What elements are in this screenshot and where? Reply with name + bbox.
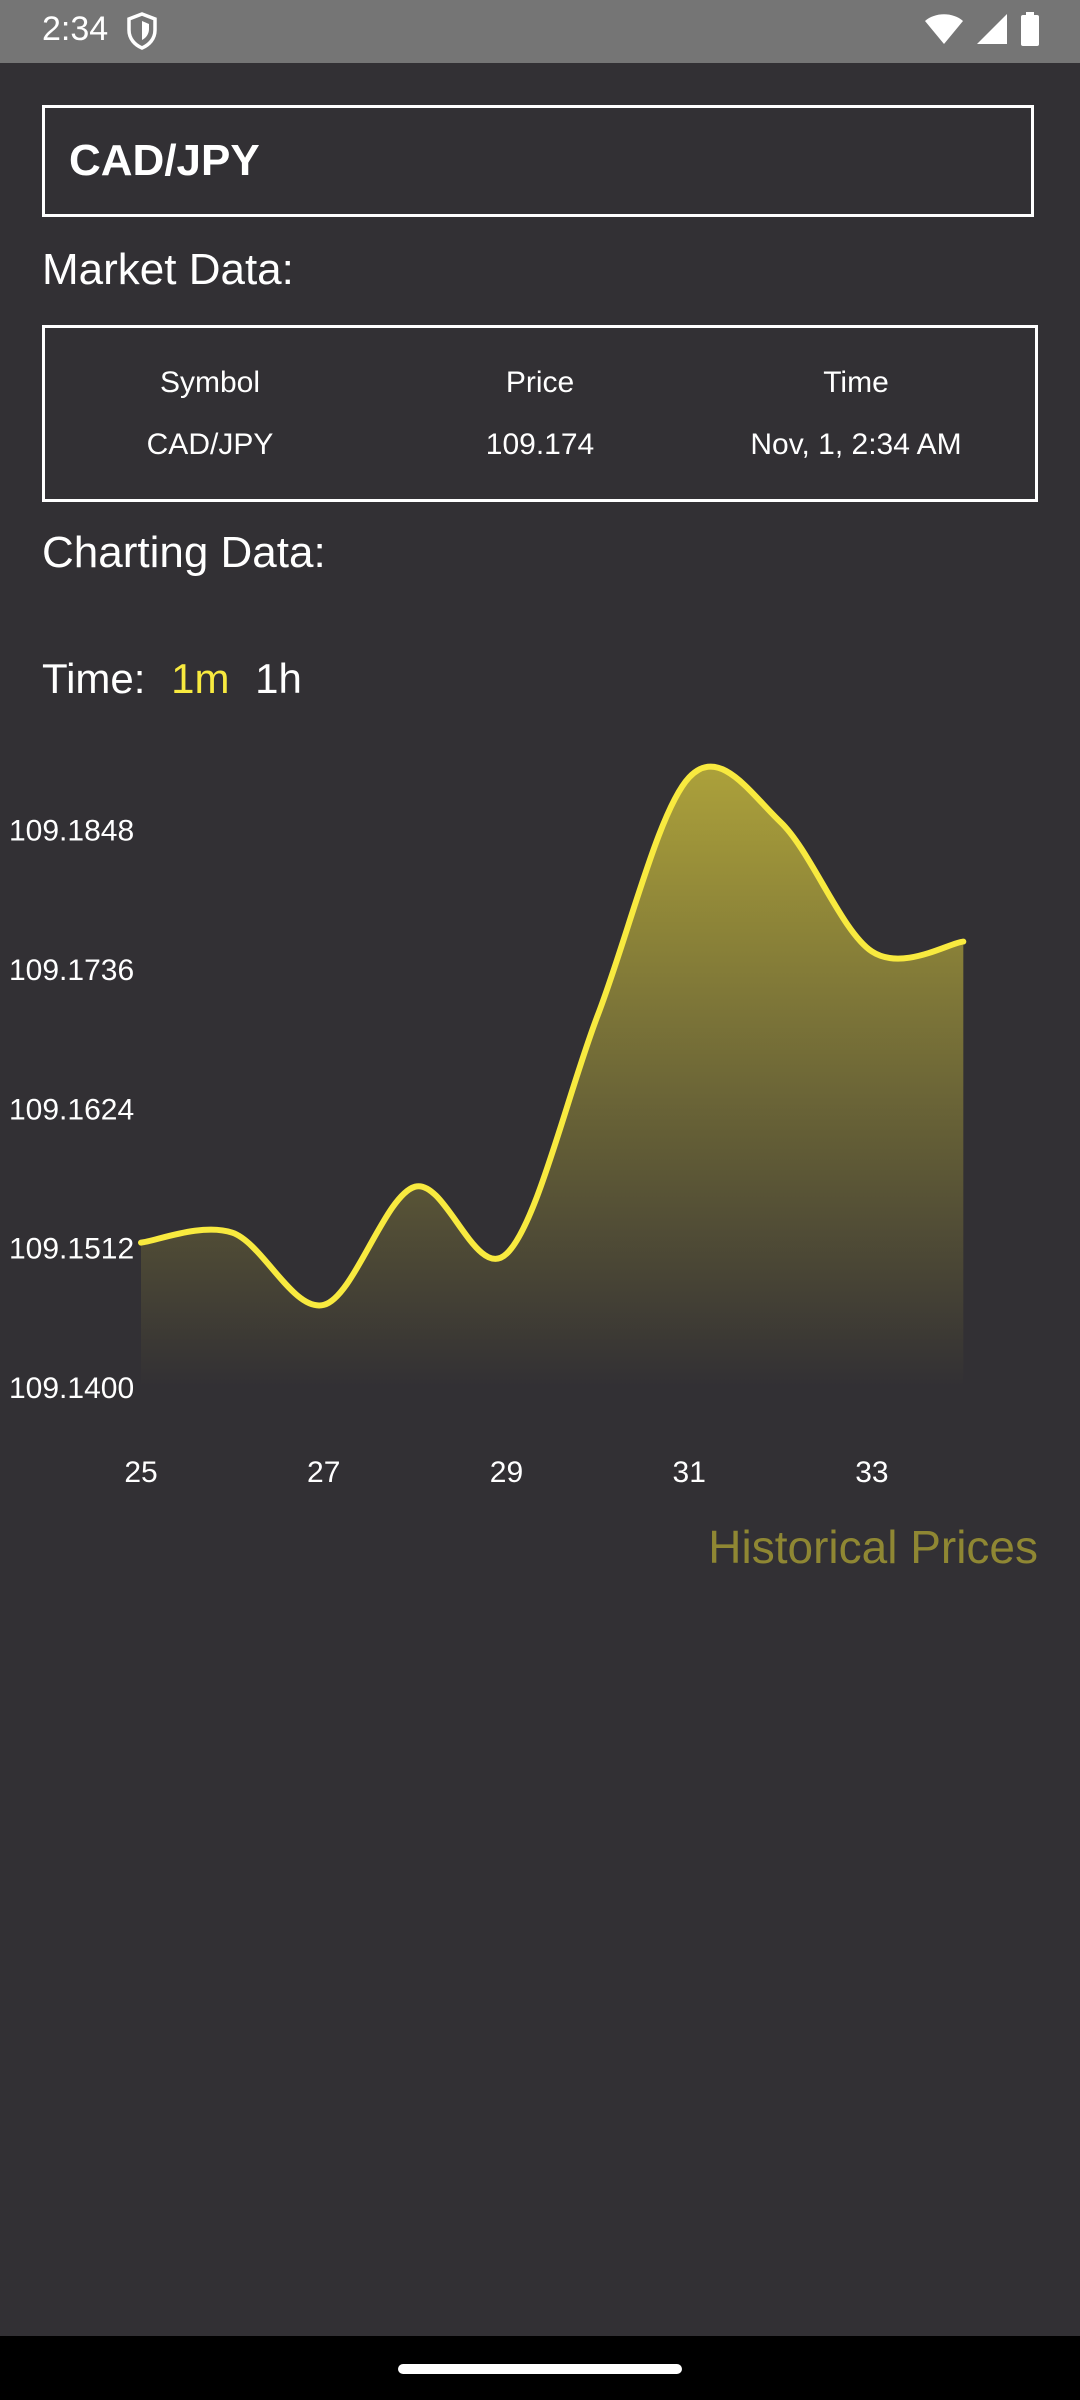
symbol-header: Symbol [159,366,261,399]
y-tick-label: 109.1512 [9,1233,134,1266]
price-line [138,763,967,1309]
x-tick-label: 25 [124,1456,157,1489]
wifi-icon [924,13,964,50]
y-tick-label: 109.1624 [9,1093,134,1126]
y-tick-label: 109.1848 [9,815,134,848]
x-tick-label: 33 [855,1456,888,1489]
price-value: 109.174 [485,428,595,461]
timeframe-label: Time: [42,655,146,702]
x-tick-label: 31 [673,1456,706,1489]
charting-data-title: Charting Data: [42,528,326,577]
y-tick-label: 109.1400 [9,1372,134,1405]
timeframe-option-1m[interactable]: 1m [171,655,230,702]
navigation-bar [0,2336,1080,2400]
x-tick-label: 29 [490,1456,523,1489]
status-bar: 2:34 [0,0,1080,63]
home-gesture-handle[interactable] [398,2364,682,2374]
market-data-title: Market Data: [42,245,294,294]
timeframe-selector: Time: 1m 1h [42,655,302,703]
signal-icon [976,13,1008,50]
timeframe-option-1h[interactable]: 1h [255,655,302,702]
symbol-input[interactable]: CAD/JPY [42,105,1034,217]
time-header: Time [823,366,889,399]
price-header: Price [505,366,575,399]
historical-prices-label: Historical Prices [708,1521,1038,1573]
status-time: 2:34 [42,10,109,48]
symbol-value: CAD/JPY [146,428,274,461]
time-value: Nov, 1, 2:34 AM [750,428,962,461]
shield-icon [126,12,158,55]
price-area-fill [141,766,964,1387]
market-data-table: Symbol CAD/JPY Price 109.174 Time Nov, 1… [42,325,1038,502]
battery-icon [1020,12,1040,51]
x-tick-label: 27 [307,1456,340,1489]
symbol-input-value: CAD/JPY [69,136,260,185]
y-tick-label: 109.1736 [9,954,134,987]
price-chart: 109.1400 109.1512 109.1624 109.1736 109.1848… [9,763,967,1489]
